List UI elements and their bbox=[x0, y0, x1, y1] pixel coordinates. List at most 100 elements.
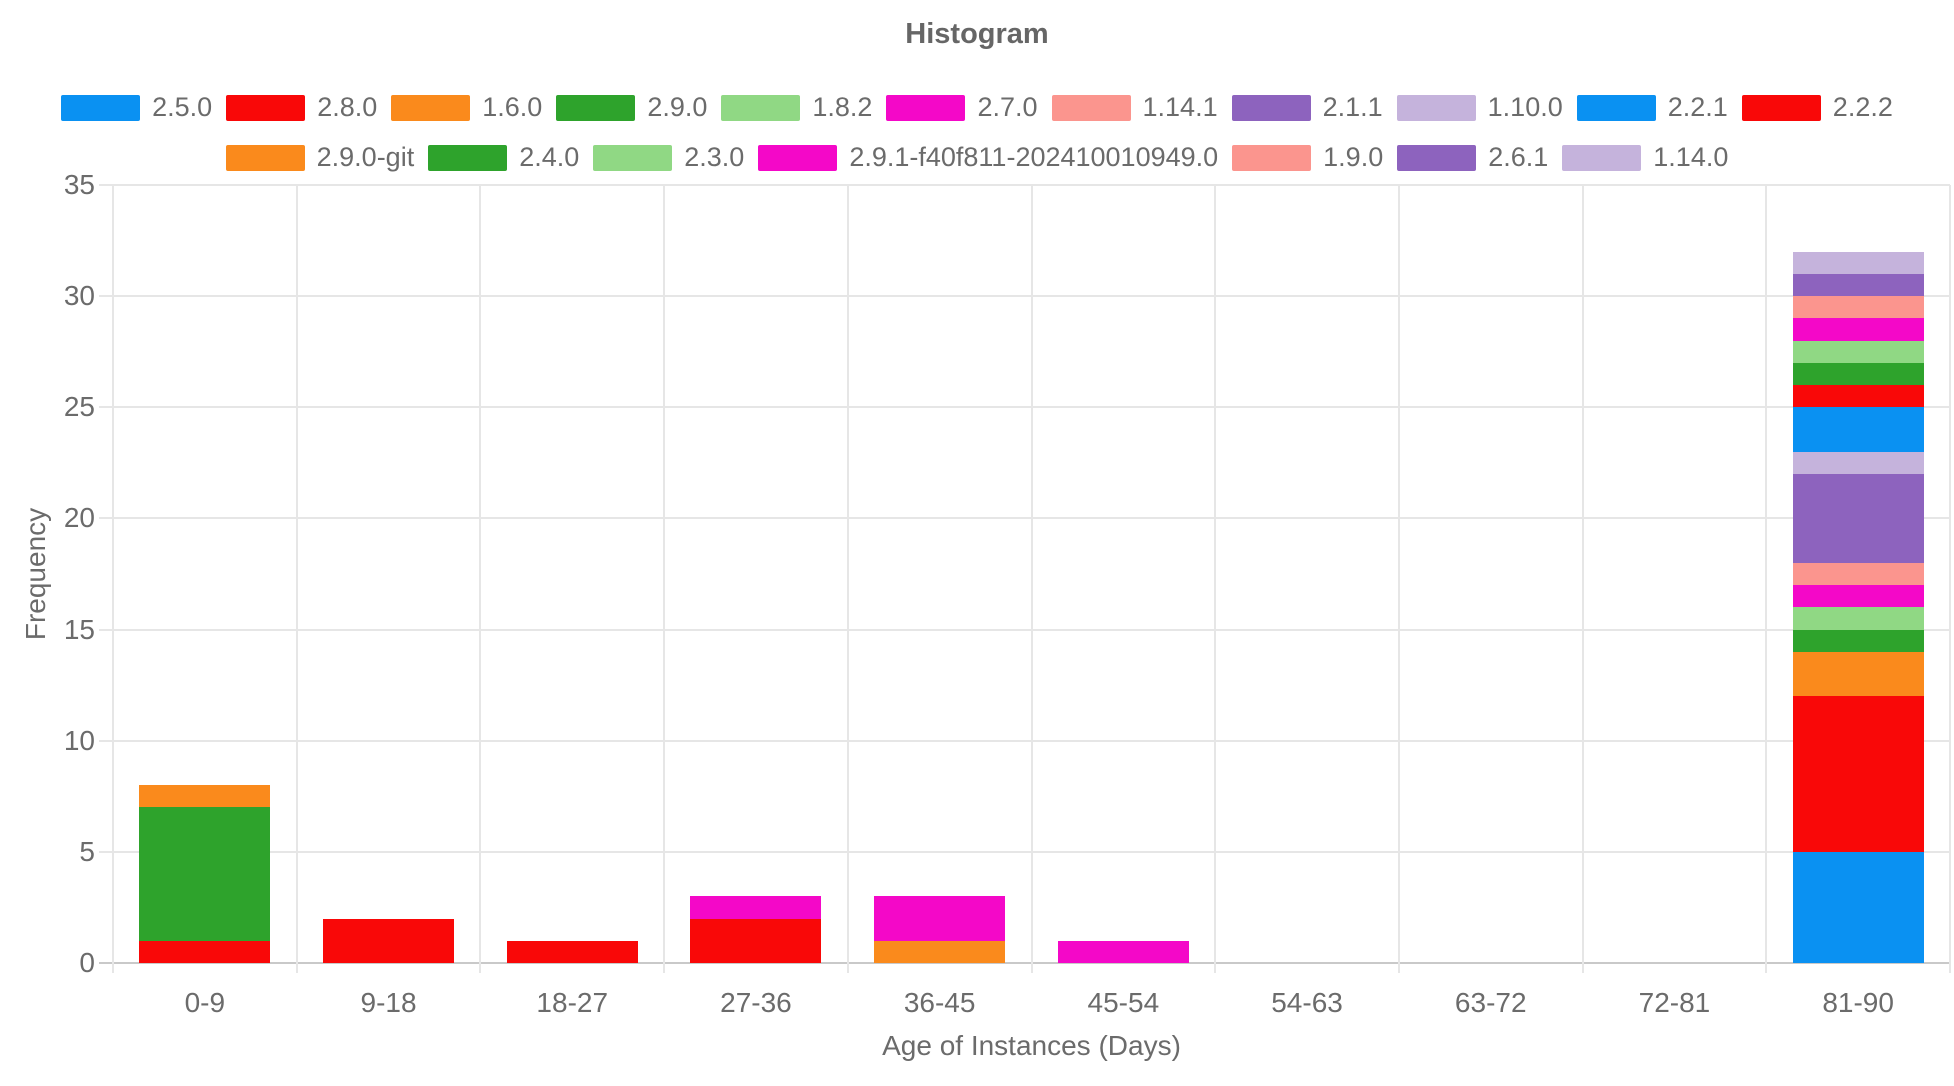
legend-item-2.2.2[interactable]: 2.2.2 bbox=[1741, 92, 1893, 123]
y-gridline bbox=[99, 184, 1950, 186]
x-tick-label: 81-90 bbox=[1822, 987, 1894, 1018]
y-gridline bbox=[99, 406, 1950, 409]
legend-item-2.6.1[interactable]: 2.6.1 bbox=[1397, 142, 1548, 173]
bar-segment-2.7.0-27-36 bbox=[690, 896, 822, 919]
x-gridline bbox=[1030, 185, 1033, 973]
bar-segment-1.14.1-81-90 bbox=[1792, 562, 1924, 586]
x-gridline bbox=[1397, 185, 1400, 973]
legend-swatch-icon bbox=[1397, 144, 1477, 171]
legend-row-1: 2.5.0 2.8.0 1.6.0 2.9.0 1.8.2 2.7.0 1.14.1 2.1.… bbox=[0, 92, 1954, 123]
x-tick-label: 45-54 bbox=[1087, 987, 1160, 1018]
legend-item-1.14.0[interactable]: 1.14.0 bbox=[1562, 142, 1728, 173]
x-tick-label: 63-72 bbox=[1454, 987, 1527, 1018]
bar-segment-1.6.0-81-90 bbox=[1792, 651, 1924, 697]
x-tick-label: 36-45 bbox=[903, 987, 976, 1018]
y-tick-label: 35 bbox=[63, 169, 95, 200]
legend-swatch-icon bbox=[886, 94, 966, 121]
bar-segment-1.10.0-81-90 bbox=[1792, 451, 1924, 474]
x-tick-label: 18-27 bbox=[536, 987, 609, 1018]
legend-label: 2.9.0 bbox=[647, 92, 708, 122]
legend-item-2.3.0[interactable]: 2.3.0 bbox=[593, 142, 744, 173]
legend-item-1.10.0[interactable]: 1.10.0 bbox=[1396, 92, 1563, 123]
legend-swatch-icon bbox=[391, 94, 471, 121]
legend-label: 2.3.0 bbox=[684, 142, 745, 172]
legend-swatch-icon bbox=[1741, 94, 1821, 121]
legend-swatch-icon bbox=[61, 94, 141, 121]
bar-segment-1.8.2-81-90 bbox=[1792, 607, 1924, 630]
legend-label: 2.7.0 bbox=[977, 92, 1038, 122]
y-gridline bbox=[99, 739, 1950, 742]
x-gridline bbox=[1765, 185, 1768, 973]
legend-swatch-icon bbox=[593, 144, 673, 171]
legend-label: 2.8.0 bbox=[317, 92, 378, 122]
legend-item-2.2.1[interactable]: 2.2.1 bbox=[1576, 92, 1728, 123]
legend-item-2.5.0[interactable]: 2.5.0 bbox=[61, 92, 212, 123]
x-tick-label: 54-63 bbox=[1271, 987, 1343, 1018]
legend-swatch-icon bbox=[1396, 94, 1476, 121]
legend-swatch-icon bbox=[1231, 94, 1311, 121]
legend-item-1.8.2[interactable]: 1.8.2 bbox=[721, 92, 872, 123]
y-tick-label: 0 bbox=[79, 947, 95, 978]
legend-item-2.8.0[interactable]: 2.8.0 bbox=[226, 92, 377, 123]
y-gridline bbox=[99, 850, 1950, 853]
y-gridline bbox=[99, 517, 1950, 520]
x-gridline bbox=[295, 185, 298, 973]
legend-swatch-icon bbox=[225, 144, 305, 171]
chart-legend: 2.5.0 2.8.0 1.6.0 2.9.0 1.8.2 2.7.0 1.14.1 2.1.… bbox=[0, 92, 1954, 192]
legend-swatch-icon bbox=[1562, 144, 1642, 171]
legend-label: 2.9.1-f40f811-202410010949.0 bbox=[849, 142, 1219, 172]
legend-label: 2.6.1 bbox=[1488, 142, 1549, 172]
x-gridline bbox=[1949, 185, 1951, 973]
x-gridline bbox=[479, 185, 482, 973]
bar-segment-2.8.0-81-90 bbox=[1792, 696, 1924, 852]
bar-segment-2.3.0-81-90 bbox=[1792, 340, 1924, 363]
legend-item-1.14.1[interactable]: 1.14.1 bbox=[1051, 92, 1218, 123]
bar-segment-2.7.0-81-90 bbox=[1792, 585, 1924, 608]
legend-item-1.6.0[interactable]: 1.6.0 bbox=[391, 92, 542, 123]
legend-label: 1.14.0 bbox=[1653, 142, 1729, 172]
legend-item-2.1.1[interactable]: 2.1.1 bbox=[1231, 92, 1383, 123]
bar-segment-2.4.0-81-90 bbox=[1792, 362, 1924, 386]
x-tick-label: 72-81 bbox=[1638, 987, 1711, 1018]
legend-label: 2.4.0 bbox=[519, 142, 580, 172]
legend-item-2.4.0[interactable]: 2.4.0 bbox=[428, 142, 579, 173]
x-tick-label: 9-18 bbox=[360, 987, 417, 1018]
y-tick-label: 30 bbox=[63, 280, 95, 312]
bar-segment-2.9.0-0-9 bbox=[139, 807, 271, 941]
bar-segment-2.8.0-0-9 bbox=[139, 940, 271, 963]
legend-item-2.9.1-f40f811-202410010949.0[interactable]: 2.9.1-f40f811-202410010949.0 bbox=[758, 142, 1218, 173]
bar-segment-2.9.0-81-90 bbox=[1792, 629, 1924, 652]
legend-item-2.9.0-git[interactable]: 2.9.0-git bbox=[225, 142, 414, 173]
legend-item-1.9.0[interactable]: 1.9.0 bbox=[1232, 142, 1383, 173]
chart-title: Histogram bbox=[905, 18, 1049, 50]
x-gridline bbox=[1581, 185, 1584, 973]
legend-label: 2.5.0 bbox=[152, 92, 213, 122]
legend-swatch-icon bbox=[1576, 94, 1656, 121]
legend-label: 1.10.0 bbox=[1487, 92, 1563, 122]
bar-segment-2.5.0-81-90 bbox=[1792, 851, 1924, 963]
y-tick-label: 10 bbox=[63, 724, 95, 756]
legend-swatch-icon bbox=[226, 94, 306, 121]
x-tick-label: 27-36 bbox=[720, 987, 792, 1018]
bar-segment-2.8.0-9-18 bbox=[323, 918, 455, 963]
bar-segment-2.9.0-git-0-9 bbox=[139, 785, 271, 808]
bar-segment-2.1.1-81-90 bbox=[1792, 473, 1924, 563]
x-axis-title: Age of Instances (Days) bbox=[882, 1030, 1181, 1061]
y-tick-label: 5 bbox=[79, 835, 95, 867]
plot-area: 0 5 10 15 20 25 30 35 0-9 9-18 18-27 27-36 36-45 45-5… bbox=[64, 170, 1951, 1018]
y-tick-label: 25 bbox=[63, 391, 95, 423]
y-gridline bbox=[99, 628, 1950, 631]
legend-label: 2.2.1 bbox=[1667, 92, 1728, 122]
x-tick-label: 0-9 bbox=[184, 987, 226, 1018]
legend-swatch-icon bbox=[721, 94, 801, 121]
bar-segment-1.14.0-81-90 bbox=[1792, 251, 1924, 274]
x-axis-baseline bbox=[99, 962, 1950, 964]
bar-segment-2.6.1-81-90 bbox=[1792, 273, 1924, 297]
legend-item-2.9.0[interactable]: 2.9.0 bbox=[556, 92, 707, 123]
legend-label: 1.6.0 bbox=[482, 92, 543, 122]
x-gridline bbox=[1214, 185, 1217, 973]
legend-label: 1.14.1 bbox=[1142, 92, 1218, 122]
legend-item-2.7.0[interactable]: 2.7.0 bbox=[886, 92, 1038, 123]
bar-segment-2.7.0-45-54 bbox=[1057, 940, 1189, 963]
